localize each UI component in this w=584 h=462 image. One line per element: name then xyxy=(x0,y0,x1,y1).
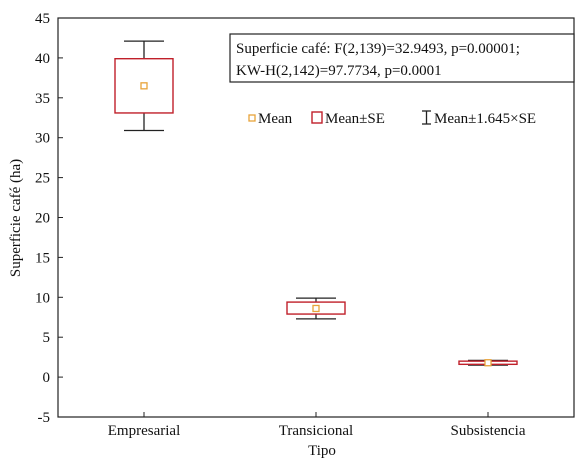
annotation-box xyxy=(229,33,575,83)
mean-marker xyxy=(140,82,148,90)
legend: Mean Mean±SE Mean±1.645×SE xyxy=(248,110,536,127)
x-tick-label: Subsistencia xyxy=(451,423,526,439)
legend-mean-marker xyxy=(248,114,256,122)
legend-label-se: Mean±SE xyxy=(325,111,385,127)
legend-label-mean: Mean xyxy=(258,111,293,127)
y-axis-title: Superficie café (ha) xyxy=(8,159,24,277)
y-tick-label: 35 xyxy=(35,91,50,107)
mean-marker xyxy=(312,304,320,313)
y-tick-label: 0 xyxy=(43,370,51,386)
x-tick-label: Empresarial xyxy=(108,423,180,439)
y-tick-label: 30 xyxy=(35,131,50,147)
annotation-line-1: Superficie café: F(2,139)=32.9493, p=0.0… xyxy=(236,41,520,57)
x-tick-label: Transicional xyxy=(279,423,353,439)
y-tick-label: 20 xyxy=(35,211,50,227)
y-tick-label: -5 xyxy=(38,410,51,426)
legend-whisker-marker xyxy=(422,110,431,125)
y-tick-label: 10 xyxy=(35,290,50,306)
se-box xyxy=(114,57,174,114)
plot-area: -5 0 5 10 15 20 25 30 35 40 45 Empresarial Transicio… xyxy=(35,11,575,439)
y-tick-label: 15 xyxy=(35,250,50,266)
statistics-annotation: Superficie café: F(2,139)=32.9493, p=0.0… xyxy=(229,33,575,83)
legend-se-box-marker xyxy=(311,111,323,124)
annotation-line-2: KW-H(2,142)=97.7734, p=0.0001 xyxy=(236,63,442,79)
se-box xyxy=(286,301,346,315)
mean-marker xyxy=(484,359,492,367)
y-tick-label: 40 xyxy=(35,51,50,67)
legend-label-whisker: Mean±1.645×SE xyxy=(434,111,536,127)
y-tick-label: 25 xyxy=(35,171,50,187)
x-axis-title: Tipo xyxy=(308,443,336,459)
y-tick-label: 45 xyxy=(35,11,50,27)
y-tick-label: 5 xyxy=(43,330,51,346)
